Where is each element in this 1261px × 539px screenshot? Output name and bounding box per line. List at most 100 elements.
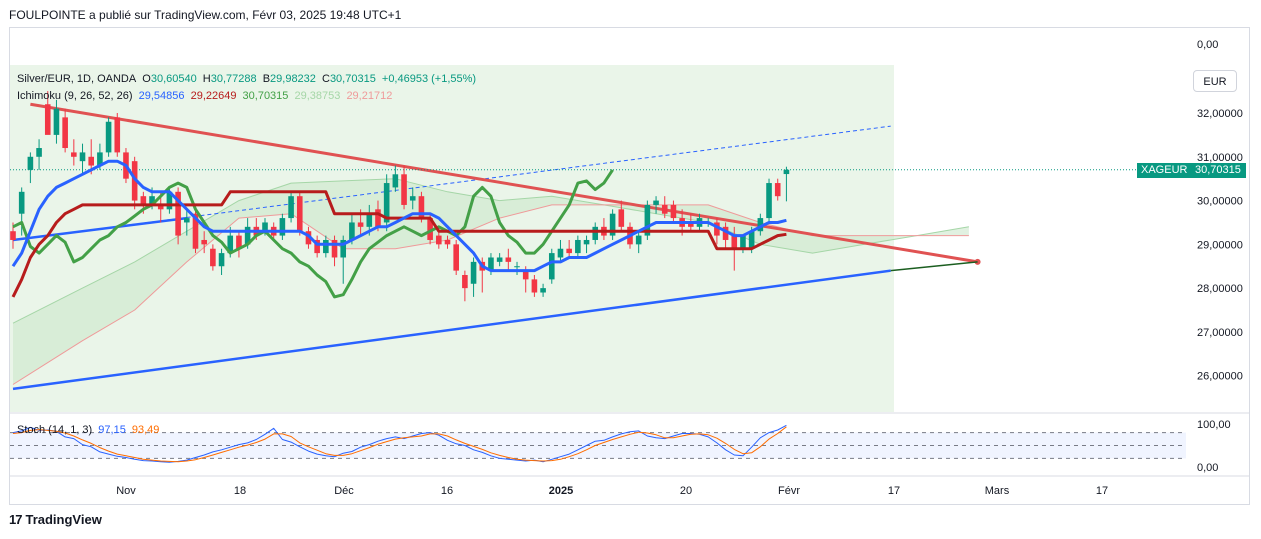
candle-body <box>323 239 329 254</box>
price-legend: Silver/EUR, 1D, OANDA O30,60540 H30,7728… <box>17 73 479 85</box>
candle-body <box>262 222 268 232</box>
change-value: +0,46953 (+1,55%) <box>381 73 477 85</box>
candle <box>314 235 320 258</box>
currency-button[interactable]: EUR <box>1193 70 1237 92</box>
candle-body <box>731 235 738 249</box>
candle <box>661 196 668 219</box>
candle-body <box>375 209 381 227</box>
candle <box>653 196 659 214</box>
tradingview-logo-icon: 17 <box>9 512 23 527</box>
candle <box>531 274 538 297</box>
candle-body <box>548 253 555 280</box>
candle-body <box>748 231 755 249</box>
candle-body <box>366 213 373 227</box>
candle <box>44 91 51 135</box>
tradingview-brand: TradingView <box>25 512 102 527</box>
price-axis-label: 0,00 <box>1197 39 1218 51</box>
candle-body <box>71 152 77 157</box>
time-axis-label: Déc <box>334 485 354 497</box>
publisher-line: FOULPOINTE a publié sur TradingView.com,… <box>9 8 402 22</box>
candle <box>575 235 581 258</box>
candle <box>783 166 790 202</box>
candle-body <box>392 174 399 188</box>
symbol-label[interactable]: Silver/EUR, 1D, OANDA <box>17 73 137 85</box>
stoch-k-value: 97,15 <box>98 424 126 436</box>
candle-body <box>453 244 459 271</box>
ichimoku-cloud <box>13 178 969 385</box>
candle <box>766 178 772 223</box>
candle <box>618 200 625 232</box>
candle-body <box>418 196 425 219</box>
candle <box>323 235 329 258</box>
time-axis-label: 18 <box>234 485 246 497</box>
candle-body <box>192 213 199 249</box>
candle <box>583 235 590 254</box>
stoch-axis-label: 100,00 <box>1197 419 1231 431</box>
candle-body <box>575 239 581 254</box>
time-axis-label: Nov <box>116 485 136 497</box>
candle-body <box>462 274 468 289</box>
price-axis-label: 26,00000 <box>1197 371 1243 383</box>
time-axis-label: 20 <box>680 485 692 497</box>
candle-body <box>184 218 190 223</box>
candle-body <box>505 257 512 262</box>
candle <box>409 187 416 210</box>
candle-body <box>670 204 677 219</box>
candle-body <box>514 266 520 268</box>
time-axis-label: 17 <box>1096 485 1108 497</box>
price-axis-label: 27,00000 <box>1197 327 1243 339</box>
candle-body <box>766 183 772 219</box>
candle-body <box>331 239 338 258</box>
candle-body <box>79 152 86 162</box>
candle-body <box>714 222 720 236</box>
candle-body <box>436 235 442 245</box>
candle-body <box>357 222 364 227</box>
candle <box>53 99 60 144</box>
ichimoku-label[interactable]: Ichimoku (9, 26, 52, 26) <box>17 90 133 102</box>
candle <box>401 165 407 210</box>
candle <box>105 117 112 157</box>
span-b-value: 29,21712 <box>346 90 393 102</box>
trendline-connector <box>890 261 978 272</box>
candle-body <box>44 104 51 135</box>
stoch-legend: Stoch (14, 1, 3) 97,15 93,49 <box>17 424 162 436</box>
candle <box>505 248 512 271</box>
candle <box>27 152 34 184</box>
price-axis-label: 29,00000 <box>1197 239 1243 251</box>
candle-body <box>722 226 729 240</box>
candle <box>714 218 720 245</box>
candle <box>774 178 781 201</box>
candle <box>392 165 399 192</box>
candle <box>279 213 286 240</box>
candle <box>10 222 16 249</box>
candle-body <box>236 235 242 249</box>
candle <box>71 139 77 166</box>
candle <box>540 283 546 297</box>
tradingview-logo[interactable]: 17 TradingView <box>9 512 102 527</box>
candle <box>131 156 138 210</box>
candle-body <box>740 235 746 249</box>
candle <box>331 235 338 267</box>
candle-body <box>314 239 320 254</box>
candle-body <box>175 191 181 236</box>
candle-body <box>288 196 294 219</box>
candle <box>62 108 68 153</box>
close-value: 30,70315 <box>329 73 376 85</box>
candle <box>670 200 677 223</box>
candle <box>470 257 477 297</box>
symbol-tag: XAGEUR <box>1137 163 1192 178</box>
candle-body <box>305 231 312 245</box>
trendline-upper-channel <box>12 216 187 242</box>
candle-body <box>540 288 546 293</box>
ichimoku-legend: Ichimoku (9, 26, 52, 26) 29,54856 29,226… <box>17 90 395 102</box>
candle <box>722 222 729 249</box>
candle-body <box>27 156 34 170</box>
candle <box>453 239 459 275</box>
stoch-label[interactable]: Stoch (14, 1, 3) <box>17 424 93 436</box>
candle-body <box>644 204 651 236</box>
candle <box>114 113 121 157</box>
candle-body <box>609 213 616 236</box>
candle-body <box>661 204 668 214</box>
kijun-value: 29,22649 <box>190 90 237 102</box>
